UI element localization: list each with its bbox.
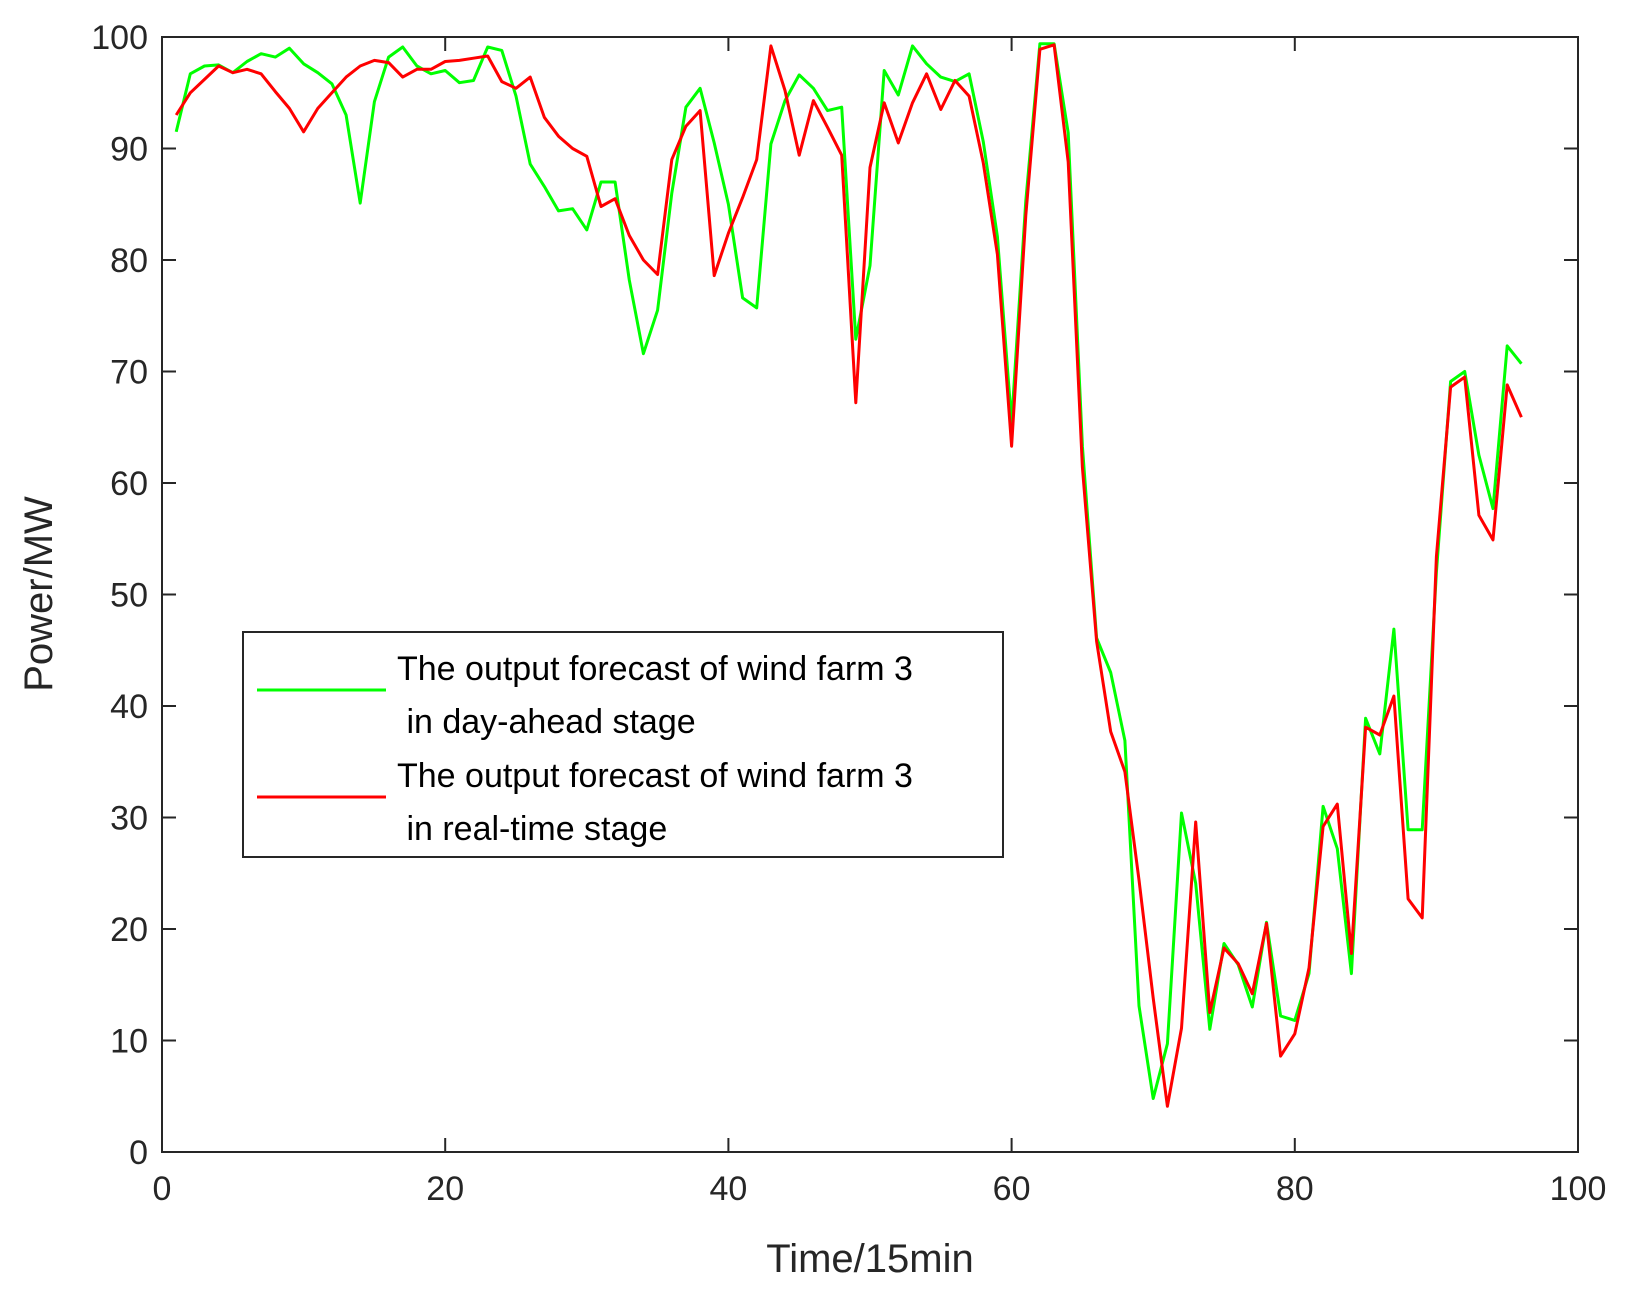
y-tick-label: 0	[129, 1134, 148, 1172]
y-tick-label: 10	[110, 1023, 148, 1061]
series-line-day-ahead	[174, 42, 1523, 1100]
y-tick-label: 80	[110, 242, 148, 280]
y-tick-label: 70	[110, 354, 148, 392]
x-tick-label: 80	[1276, 1170, 1314, 1208]
legend-label-real-time-line2: in real-time stage	[397, 810, 667, 848]
x-axis-ticks: 0 20 40 60 80 100	[153, 37, 1607, 1208]
x-tick-label: 20	[426, 1170, 464, 1208]
y-tick-label: 20	[110, 911, 148, 949]
legend-box	[242, 631, 1004, 858]
y-tick-label: 40	[110, 688, 148, 726]
x-axis-title: Time/15min	[766, 1237, 973, 1281]
legend-label-day-ahead-line2: in day-ahead stage	[397, 703, 696, 741]
y-tick-label: 100	[91, 19, 148, 57]
x-tick-label: 100	[1550, 1170, 1607, 1208]
legend: The output forecast of wind farm 3 in da…	[242, 631, 1004, 858]
legend-label-day-ahead-line1: The output forecast of wind farm 3	[397, 650, 913, 688]
y-tick-label: 30	[110, 800, 148, 838]
legend-label-real-time-line1: The output forecast of wind farm 3	[397, 757, 913, 795]
x-tick-label: 0	[153, 1170, 172, 1208]
series-lines	[174, 42, 1523, 1108]
y-axis-title: Power/MW	[17, 496, 61, 692]
y-tick-label: 90	[110, 131, 148, 169]
x-tick-label: 40	[709, 1170, 747, 1208]
y-tick-label: 60	[110, 465, 148, 503]
x-tick-label: 60	[993, 1170, 1031, 1208]
y-tick-label: 50	[110, 577, 148, 615]
y-axis-ticks: 0 10 20 30 40 50 60 70 80 90 100	[91, 19, 1578, 1172]
series-line-real-time	[174, 43, 1523, 1108]
